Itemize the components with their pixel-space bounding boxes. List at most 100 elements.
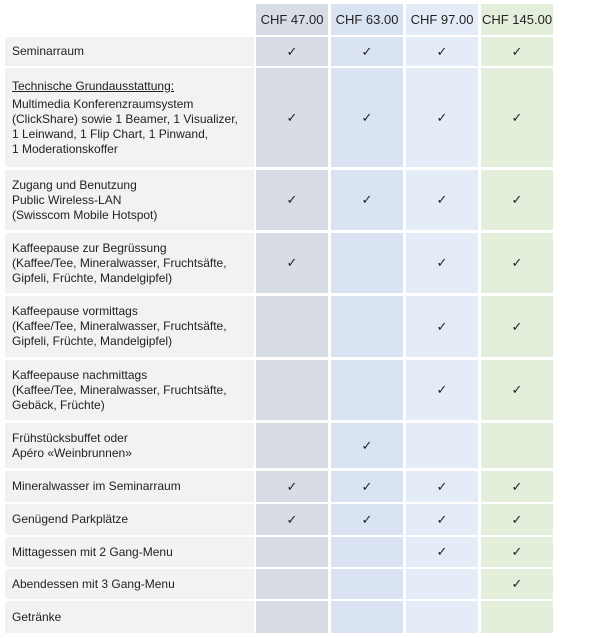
- check-cell: ✓: [406, 170, 478, 230]
- checkmark: ✓: [286, 511, 298, 527]
- label-line: 1 Moderationskoffer: [12, 141, 118, 156]
- checkmark: ✓: [436, 478, 448, 494]
- check-cell: [331, 537, 403, 567]
- check-cell: ✓: [331, 471, 403, 502]
- label-line: Public Wireless-LAN: [12, 192, 122, 207]
- row-label: Kaffeepause nachmittags (Kaffee/Tee, Mine…: [5, 360, 254, 420]
- checkmark: ✓: [511, 255, 523, 270]
- label-line: Gebäck, Früchte): [12, 397, 105, 412]
- label-line: Frühstücksbuffet oder: [12, 430, 128, 445]
- checkmark: ✓: [511, 576, 523, 591]
- check-cell: ✓: [331, 170, 403, 230]
- label-line: Zugang und Benutzung: [12, 177, 137, 192]
- check-cell: ✓: [331, 37, 403, 66]
- check-cell: ✓: [406, 233, 478, 293]
- check-cell: ✓: [406, 537, 478, 567]
- check-cell: ✓: [481, 233, 553, 293]
- check-cell: [256, 296, 328, 357]
- checkmark: ✓: [511, 382, 523, 397]
- checkmark: ✓: [511, 109, 523, 125]
- row-label: Genügend Parkplätze: [5, 504, 254, 535]
- check-cell: ✓: [331, 423, 403, 468]
- check-cell: [331, 569, 403, 599]
- price: CHF 63.00: [335, 12, 399, 27]
- label-line: Kaffeepause vormittags: [12, 304, 138, 318]
- label-line: (Kaffee/Tee, Mineralwasser, Fruchtsäfte,: [12, 255, 227, 270]
- check-cell: ✓: [331, 68, 403, 167]
- row-label: Mineralwasser im Seminarraum: [5, 471, 254, 502]
- label-line: Abendessen mit 3 Gang-Menu: [12, 576, 175, 591]
- checkmark: ✓: [361, 437, 373, 453]
- checkmark: ✓: [436, 192, 448, 207]
- check-cell: [331, 296, 403, 357]
- check-cell: ✓: [481, 37, 553, 66]
- column-header: CHF 145.00: [481, 4, 553, 35]
- checkmark: ✓: [361, 109, 373, 125]
- checkmark: ✓: [511, 192, 523, 207]
- checkmark: ✓: [436, 109, 448, 125]
- label-line: (ClickShare) sowie 1 Beamer, 1 Visualize…: [12, 111, 238, 126]
- checkmark: ✓: [436, 511, 448, 527]
- check-cell: ✓: [256, 170, 328, 230]
- checkmark: ✓: [361, 478, 373, 494]
- column-header: CHF 47.00: [256, 4, 328, 35]
- label-line: (Swisscom Mobile Hotspot): [12, 207, 158, 222]
- row-label: Mittagessen mit 2 Gang-Menu: [5, 537, 254, 567]
- check-cell: ✓: [406, 37, 478, 66]
- checkmark: ✓: [436, 43, 448, 59]
- label-line: Kaffeepause zur Begrüssung: [12, 240, 167, 255]
- check-cell: ✓: [256, 37, 328, 66]
- check-cell: ✓: [481, 471, 553, 502]
- check-cell: [256, 423, 328, 468]
- check-cell: [331, 360, 403, 420]
- checkmark: ✓: [286, 478, 298, 494]
- check-cell: ✓: [481, 170, 553, 230]
- check-cell: ✓: [406, 504, 478, 535]
- label-line: 1 Leinwand, 1 Flip Chart, 1 Pinwand,: [12, 126, 209, 141]
- checkmark: ✓: [436, 382, 448, 397]
- label-line: Gipfeli, Früchte, Mandelgipfel): [12, 270, 173, 285]
- label-line: Seminarraum: [12, 44, 85, 58]
- column-header: CHF 63.00: [331, 4, 403, 35]
- check-cell: ✓: [256, 471, 328, 502]
- label-line: Multimedia Konferenzraumsystem: [12, 96, 194, 111]
- label-line: Mittagessen mit 2 Gang-Menu: [12, 544, 173, 559]
- label-line: Gipfeli, Früchte, Mandelgipfel): [12, 334, 173, 348]
- column-header: CHF 97.00: [406, 4, 478, 35]
- check-cell: [481, 423, 553, 468]
- row-label: Seminarraum: [5, 37, 254, 66]
- checkmark: ✓: [511, 318, 523, 334]
- check-cell: ✓: [406, 296, 478, 357]
- check-cell: ✓: [256, 68, 328, 167]
- label-line: (Kaffee/Tee, Mineralwasser, Fruchtsäfte,: [12, 319, 227, 333]
- check-cell: ✓: [481, 569, 553, 599]
- checkmark: ✓: [361, 511, 373, 527]
- label-line: (Kaffee/Tee, Mineralwasser, Fruchtsäfte,: [12, 382, 227, 397]
- checkmark: ✓: [361, 192, 373, 207]
- check-cell: ✓: [481, 537, 553, 567]
- checkmark: ✓: [511, 478, 523, 494]
- row-label: Kaffeepause vormittags (Kaffee/Tee, Miner…: [5, 296, 254, 357]
- check-cell: ✓: [406, 471, 478, 502]
- check-cell: ✓: [331, 504, 403, 535]
- label-line: Apéro «Weinbrunnen»: [12, 445, 132, 460]
- row-label: Abendessen mit 3 Gang-Menu: [5, 569, 254, 599]
- row-label: Kaffeepause zur Begrüssung (Kaffee/Tee, M…: [5, 233, 254, 293]
- price: CHF 145.00: [481, 12, 553, 27]
- checkmark: ✓: [511, 511, 523, 527]
- check-cell: ✓: [481, 296, 553, 357]
- checkmark: ✓: [361, 43, 373, 59]
- price: CHF 97.00: [410, 12, 474, 27]
- label-line: Getränke: [12, 609, 62, 624]
- check-cell: ✓: [406, 360, 478, 420]
- check-cell: ✓: [481, 68, 553, 167]
- check-cell: [256, 601, 328, 633]
- checkmark: ✓: [436, 255, 448, 270]
- checkmark: ✓: [436, 544, 448, 559]
- label-line: Genügend Parkplätze: [12, 512, 129, 526]
- check-cell: [331, 233, 403, 293]
- check-cell: [406, 569, 478, 599]
- price: CHF 47.00: [260, 12, 324, 27]
- check-cell: [256, 537, 328, 567]
